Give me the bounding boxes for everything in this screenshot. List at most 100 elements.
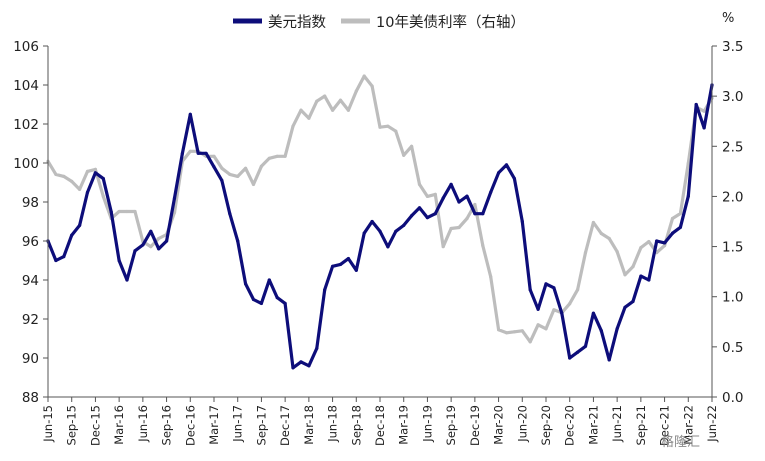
data-point-dxy bbox=[109, 210, 113, 214]
data-point-ust10y bbox=[678, 211, 683, 216]
data-point-dxy bbox=[275, 296, 279, 300]
data-point-dxy bbox=[465, 194, 469, 198]
data-point-ust10y bbox=[686, 161, 690, 165]
x-axis-ticks: Jun-15 Sep-15 Dec-15 Mar-16 Jun-16 Sep-16 Dec-… bbox=[41, 397, 719, 446]
data-point-dxy bbox=[520, 219, 524, 224]
data-point-dxy bbox=[457, 200, 461, 204]
data-point-ust10y bbox=[93, 167, 97, 171]
data-point-dxy bbox=[583, 344, 588, 348]
data-point-dxy bbox=[212, 165, 216, 169]
data-point-ust10y bbox=[70, 179, 74, 183]
data-point-dxy bbox=[180, 151, 184, 155]
series-path-ust10y bbox=[46, 74, 714, 344]
data-point-dxy bbox=[591, 311, 596, 315]
data-point-ust10y bbox=[473, 202, 477, 207]
x-tick-label: Dec-21 bbox=[658, 405, 672, 446]
data-point-ust10y bbox=[536, 323, 540, 327]
data-point-dxy bbox=[702, 126, 706, 130]
data-point-dxy bbox=[133, 249, 137, 253]
x-tick-label: Mar-16 bbox=[112, 405, 126, 445]
data-point-ust10y bbox=[591, 220, 596, 225]
data-point-dxy bbox=[386, 245, 390, 249]
data-point-ust10y bbox=[670, 216, 675, 221]
series-line-dxy bbox=[46, 83, 714, 370]
data-point-dxy bbox=[647, 278, 651, 282]
data-point-ust10y bbox=[172, 210, 177, 215]
data-point-ust10y bbox=[402, 153, 406, 157]
y-axis-left-ticks: 88 90 92 94 96 98 100 102 104 106 bbox=[13, 39, 48, 406]
y-left-tick-label: 92 bbox=[22, 312, 39, 328]
data-point-dxy bbox=[236, 239, 240, 243]
data-point-ust10y bbox=[544, 327, 548, 331]
right-axis-unit: % bbox=[722, 11, 734, 26]
data-point-ust10y bbox=[481, 244, 485, 248]
x-tick-label: Jun-16 bbox=[136, 405, 150, 443]
data-point-ust10y bbox=[425, 194, 429, 198]
data-point-ust10y bbox=[307, 116, 311, 120]
data-point-ust10y bbox=[663, 244, 667, 248]
data-point-dxy bbox=[299, 360, 303, 364]
x-tick-label: Sep-19 bbox=[444, 405, 458, 445]
data-point-dxy bbox=[410, 214, 414, 218]
data-point-dxy bbox=[220, 179, 224, 183]
data-point-ust10y bbox=[331, 108, 335, 112]
x-tick-label: Sep-18 bbox=[349, 405, 363, 445]
data-point-dxy bbox=[425, 216, 429, 220]
data-point-ust10y bbox=[386, 124, 390, 128]
data-point-ust10y bbox=[188, 149, 192, 153]
x-tick-label: Sep-16 bbox=[160, 405, 174, 445]
x-tick-label: Mar-20 bbox=[492, 405, 506, 445]
data-point-dxy bbox=[417, 206, 422, 210]
data-point-dxy bbox=[346, 257, 350, 261]
data-point-dxy bbox=[70, 233, 74, 237]
x-tick-label: Dec-15 bbox=[88, 405, 102, 446]
data-point-ust10y bbox=[465, 216, 469, 221]
data-point-dxy bbox=[512, 177, 517, 181]
data-point-ust10y bbox=[410, 144, 414, 148]
y-right-tick-label: 1.5 bbox=[722, 240, 743, 256]
data-point-ust10y bbox=[378, 125, 382, 129]
data-point-ust10y bbox=[623, 273, 627, 277]
data-point-ust10y bbox=[259, 164, 263, 168]
data-point-ust10y bbox=[576, 288, 580, 292]
x-tick-label: Sep-21 bbox=[634, 405, 648, 445]
data-point-dxy bbox=[678, 225, 683, 229]
data-point-dxy bbox=[259, 301, 263, 305]
data-point-ust10y bbox=[607, 236, 611, 241]
x-tick-label: Dec-17 bbox=[278, 405, 292, 446]
data-point-dxy bbox=[378, 229, 382, 233]
data-point-dxy bbox=[141, 243, 145, 247]
data-point-dxy bbox=[196, 151, 200, 155]
data-point-ust10y bbox=[615, 250, 619, 254]
data-point-dxy bbox=[481, 212, 485, 216]
x-tick-label: Mar-19 bbox=[397, 405, 411, 445]
data-point-dxy bbox=[251, 297, 256, 302]
y-left-tick-label: 98 bbox=[22, 195, 39, 211]
data-point-ust10y bbox=[228, 172, 232, 176]
data-point-dxy bbox=[449, 182, 453, 186]
data-point-ust10y bbox=[236, 174, 240, 178]
x-tick-label: Jun-15 bbox=[41, 405, 55, 443]
x-tick-label: Mar-18 bbox=[302, 405, 316, 445]
data-point-ust10y bbox=[520, 329, 524, 333]
data-point-ust10y bbox=[647, 240, 651, 244]
data-point-ust10y bbox=[631, 265, 635, 269]
data-point-dxy bbox=[362, 231, 366, 235]
data-point-ust10y bbox=[54, 172, 58, 176]
data-point-ust10y bbox=[244, 166, 248, 170]
data-point-ust10y bbox=[370, 84, 374, 88]
y-right-tick-label: 2.5 bbox=[722, 139, 743, 155]
legend: 美元指数 10年美债利率（右轴） bbox=[233, 14, 525, 31]
data-point-dxy bbox=[631, 299, 635, 303]
y-left-tick-label: 90 bbox=[22, 351, 39, 367]
data-point-dxy bbox=[544, 282, 548, 286]
data-point-dxy bbox=[244, 282, 248, 286]
data-point-dxy bbox=[473, 212, 477, 216]
data-point-ust10y bbox=[599, 231, 603, 236]
y-left-tick-label: 96 bbox=[22, 234, 39, 250]
data-point-ust10y bbox=[362, 74, 366, 78]
data-point-dxy bbox=[78, 223, 82, 227]
data-point-dxy bbox=[568, 356, 572, 360]
data-point-ust10y bbox=[157, 236, 161, 241]
data-point-ust10y bbox=[417, 182, 422, 186]
